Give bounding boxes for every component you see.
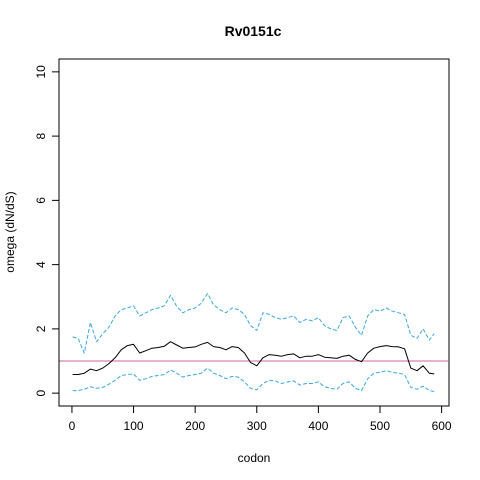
series-line-estimate bbox=[72, 341, 435, 375]
y-tick-label: 2 bbox=[34, 325, 48, 332]
x-tick-label: 600 bbox=[432, 419, 452, 433]
y-axis-label: omega (dN/dS) bbox=[3, 191, 17, 272]
y-tick-label: 4 bbox=[34, 261, 48, 268]
x-axis: 0 100 200 300 400 500 600 bbox=[69, 405, 452, 433]
y-tick-label: 8 bbox=[34, 132, 48, 139]
x-axis-label: codon bbox=[238, 451, 271, 465]
x-tick-label: 200 bbox=[185, 419, 205, 433]
y-tick-label: 6 bbox=[34, 197, 48, 204]
plot-layer bbox=[59, 293, 449, 392]
x-tick-label: 300 bbox=[247, 419, 267, 433]
x-tick-label: 100 bbox=[124, 419, 144, 433]
chart-title: Rv0151c bbox=[225, 23, 282, 39]
y-tick-label: 0 bbox=[34, 389, 48, 396]
y-axis: 0 2 4 6 8 10 bbox=[34, 65, 60, 396]
series-line-upper-bound bbox=[72, 293, 435, 354]
x-tick-label: 0 bbox=[69, 419, 76, 433]
series-line-lower-bound bbox=[72, 367, 435, 392]
y-tick-label: 10 bbox=[34, 65, 48, 79]
x-tick-label: 500 bbox=[370, 419, 390, 433]
x-tick-label: 400 bbox=[308, 419, 328, 433]
